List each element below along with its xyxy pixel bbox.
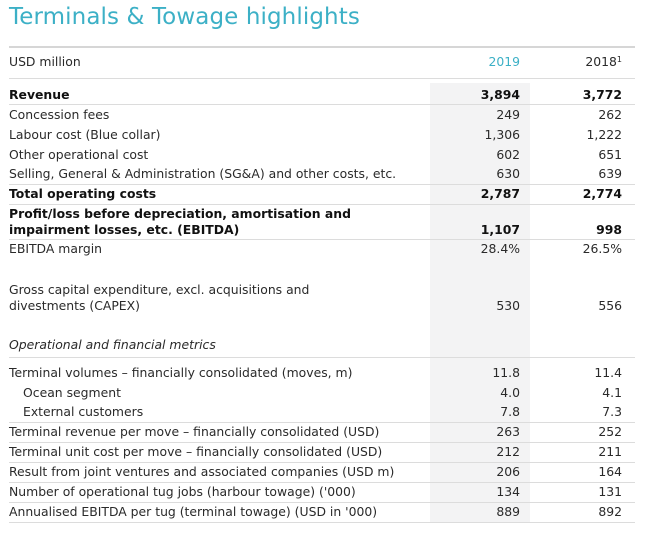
divider [9, 462, 635, 463]
divider [9, 522, 635, 523]
divider [9, 184, 635, 185]
divider [9, 104, 635, 105]
divider [9, 78, 635, 79]
divider [9, 357, 635, 358]
footnote-marker: 1 [616, 55, 622, 64]
unit-label: USD million [9, 54, 81, 69]
column-header-2019: 2019 [488, 54, 520, 69]
highlighted-column-2019 [430, 83, 530, 523]
divider [9, 482, 635, 483]
divider [9, 204, 635, 205]
column-header-2018: 20181 [585, 54, 622, 69]
divider [9, 422, 635, 423]
page-title: Terminals & Towage highlights [9, 4, 360, 30]
divider [9, 239, 635, 240]
divider [9, 502, 635, 503]
divider [9, 442, 635, 443]
top-divider [9, 46, 635, 48]
